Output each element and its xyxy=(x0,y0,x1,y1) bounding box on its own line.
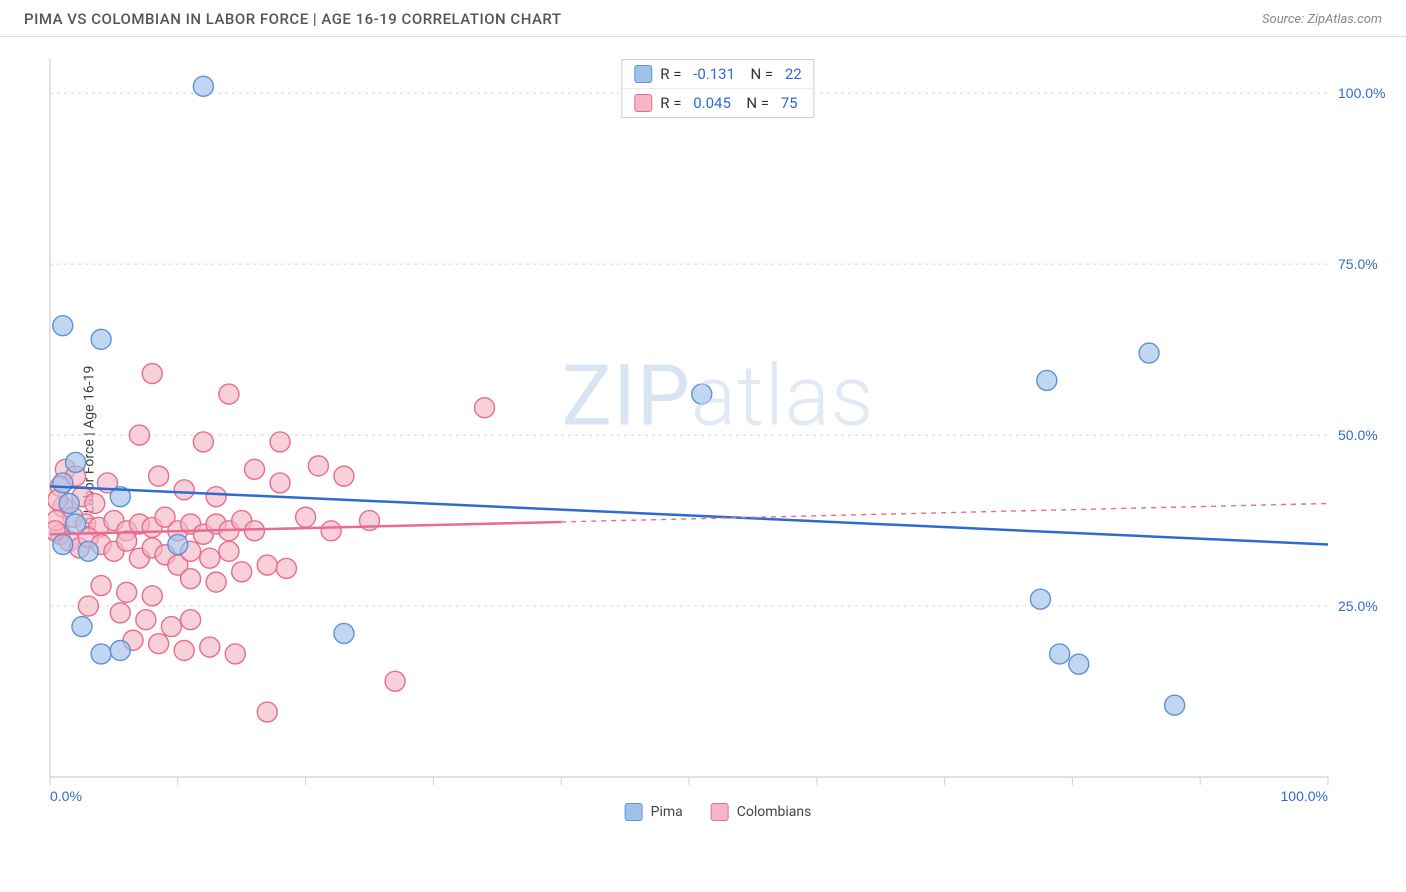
svg-text:100.0%: 100.0% xyxy=(1338,85,1385,101)
svg-text:100.0%: 100.0% xyxy=(1281,788,1328,804)
plot-svg: 25.0% 50.0% 75.0% 100.0% 0.0% 100.0% xyxy=(48,57,1388,827)
swatch-icon xyxy=(625,803,643,821)
scatter-plot: 25.0%50.0%75.0%100.0%0.0%100.0% ZIPatlas… xyxy=(48,57,1388,827)
svg-text:25.0%: 25.0% xyxy=(1338,598,1378,614)
correlation-legend: R = -0.131 N = 22 R = 0.045 N = 75 xyxy=(621,59,814,118)
svg-text:75.0%: 75.0% xyxy=(1338,256,1378,272)
legend-item-pima: Pima xyxy=(625,803,683,821)
chart-header: PIMA VS COLOMBIAN IN LABOR FORCE | AGE 1… xyxy=(0,0,1406,37)
r-value: 0.045 xyxy=(693,94,731,112)
swatch-icon xyxy=(634,94,652,112)
legend-label: Colombians xyxy=(737,804,812,820)
legend-label: Pima xyxy=(651,804,683,820)
n-value: 75 xyxy=(781,94,798,112)
chart-source: Source: ZipAtlas.com xyxy=(1262,12,1382,27)
legend-item-colombians: Colombians xyxy=(711,803,812,821)
series-legend: Pima Colombians xyxy=(625,803,812,821)
n-value: 22 xyxy=(785,65,802,83)
r-value: -0.131 xyxy=(693,65,735,83)
swatch-icon xyxy=(711,803,729,821)
svg-text:50.0%: 50.0% xyxy=(1338,427,1378,443)
svg-text:0.0%: 0.0% xyxy=(50,788,82,804)
correlation-row-pima: R = -0.131 N = 22 xyxy=(622,60,813,88)
correlation-row-colombians: R = 0.045 N = 75 xyxy=(622,88,813,117)
chart-area: In Labor Force | Age 16-19 25.0%50.0%75.… xyxy=(0,37,1406,857)
chart-title: PIMA VS COLOMBIAN IN LABOR FORCE | AGE 1… xyxy=(24,10,562,28)
swatch-icon xyxy=(634,65,652,83)
